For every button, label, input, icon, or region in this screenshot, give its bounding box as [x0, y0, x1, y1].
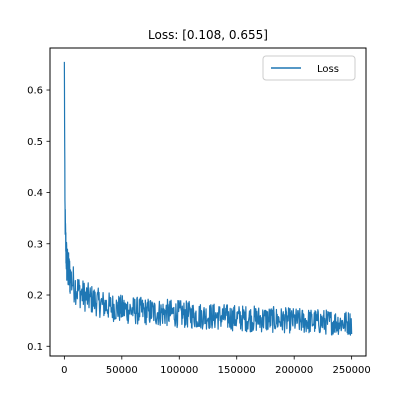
plot-series-group — [63, 61, 353, 336]
y-tick-label: 0.4 — [27, 188, 43, 199]
x-tick-label: 200000 — [275, 365, 313, 376]
x-tick-label: 250000 — [333, 365, 371, 376]
axes-frame — [49, 47, 367, 357]
x-axis-ticks: 0 50000 100000 150000 200000 250000 — [61, 356, 371, 376]
y-tick-label: 0.5 — [27, 137, 43, 148]
y-tick-label: 0.1 — [27, 342, 43, 353]
y-tick-label: 0.3 — [27, 239, 43, 250]
y-axis-ticks: 0.1 0.2 0.3 0.4 0.5 0.6 — [27, 86, 50, 353]
series-line-loss — [63, 61, 353, 336]
chart-title: Loss: [0.108, 0.655] — [148, 28, 268, 42]
x-tick-label: 100000 — [160, 365, 198, 376]
x-tick-label: 150000 — [218, 365, 256, 376]
y-tick-label: 0.6 — [27, 86, 43, 97]
legend-label-loss: Loss — [317, 64, 339, 75]
legend-frame — [262, 55, 356, 81]
legend: Loss — [262, 55, 356, 81]
x-tick-label: 0 — [61, 365, 67, 376]
x-tick-label: 50000 — [106, 365, 138, 376]
y-tick-label: 0.2 — [27, 291, 43, 302]
